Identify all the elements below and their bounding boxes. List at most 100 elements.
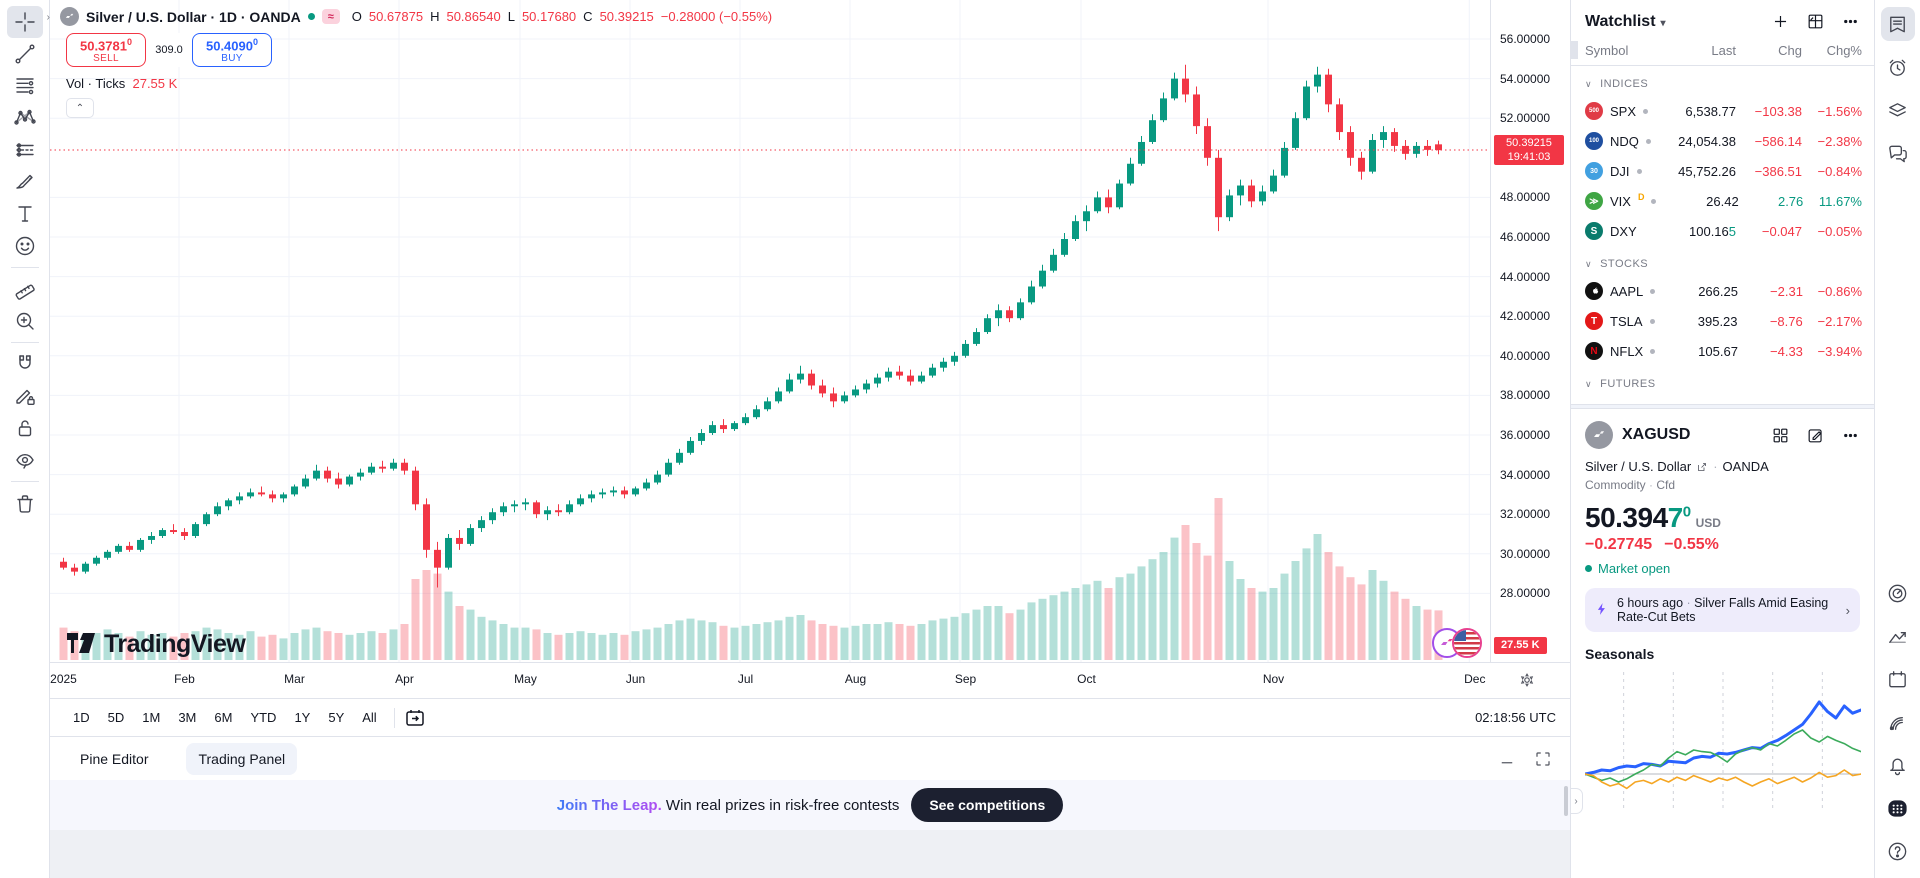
section-stocks[interactable]: ∨ STOCKS [1585, 258, 1649, 270]
flag-marker-icon[interactable] [1636, 168, 1642, 174]
price-axis[interactable]: 50.39215 19:41:03 27.55 K 56.00000 54.000… [1491, 0, 1570, 662]
scrollbar-thumb[interactable] [1564, 786, 1568, 816]
tab-pine-editor[interactable]: Pine Editor [80, 750, 149, 767]
column-header-chg[interactable]: Chg [1778, 43, 1802, 58]
bottom-panel-tabs: Pine Editor Trading Panel [50, 736, 1570, 780]
xabcd-pattern-tool[interactable] [7, 102, 43, 134]
top-movers-icon[interactable] [1881, 619, 1915, 653]
column-header-symbol[interactable]: Symbol [1585, 43, 1629, 58]
timeframe-5d[interactable]: 5D [107, 710, 125, 725]
flag-marker-icon[interactable] [1649, 318, 1655, 324]
fib-retracement-tool[interactable] [7, 70, 43, 102]
news-headline-chip[interactable]: 6 hours ago · Silver Falls Amid Easing R… [1585, 588, 1860, 632]
toolbar-expand-icon[interactable]: › [46, 12, 50, 23]
column-grip[interactable] [1571, 41, 1578, 59]
tab-trading-panel[interactable]: Trading Panel [186, 742, 298, 775]
trend-line-tool[interactable] [7, 38, 43, 70]
zoom-in-tool[interactable] [7, 305, 43, 337]
watchlist-row-nflx[interactable]: N NFLX 105.67 −4.33 −3.94% [1571, 336, 1874, 366]
grid-view-icon[interactable] [1806, 12, 1825, 31]
calendar-icon[interactable] [1881, 662, 1915, 696]
technicals-icon[interactable] [1881, 576, 1915, 610]
maximize-panel-icon[interactable] [1534, 750, 1552, 768]
collapse-widget-button[interactable]: ⌃ [66, 98, 94, 118]
minimize-panel-icon[interactable] [1498, 750, 1516, 768]
seasonals-chart[interactable] [1583, 666, 1863, 816]
banner-lead[interactable]: Join The Leap. [556, 796, 662, 814]
symbol-info-bar[interactable]: Silver / U.S. Dollar · 1D · OANDA ≈ O 50.… [60, 7, 772, 26]
flag-marker-icon[interactable] [1645, 138, 1651, 144]
layout-grid-icon[interactable] [1771, 426, 1790, 445]
notifications-icon[interactable] [1881, 748, 1915, 782]
watchlist-row-dji[interactable]: 30 DJI 45,752.26 −386.51 −0.84% [1571, 156, 1874, 186]
brush-tool[interactable] [7, 166, 43, 198]
drawing-sync-lock-tool[interactable] [7, 380, 43, 412]
symbol-title[interactable]: Silver / U.S. Dollar · 1D · OANDA [86, 8, 301, 25]
time-axis-label: Feb [174, 672, 195, 686]
panel-divider[interactable] [1571, 404, 1874, 409]
symbol-more-icon[interactable] [1841, 426, 1860, 445]
apps-icon[interactable] [1881, 791, 1915, 825]
chgp-value: 11.67% [1818, 193, 1862, 209]
go-to-date-icon[interactable] [403, 706, 427, 730]
timeframe-1m[interactable]: 1M [142, 710, 161, 725]
panel-collapse-handle[interactable]: › [1571, 788, 1583, 814]
timeframe-3m[interactable]: 3M [178, 710, 197, 725]
alerts-icon[interactable] [1881, 50, 1915, 84]
sell-button[interactable]: 50.37810 SELL [66, 33, 146, 68]
timeframe-1y[interactable]: 1Y [294, 710, 311, 725]
chat-icon[interactable] [1881, 136, 1915, 170]
edit-note-icon[interactable] [1806, 426, 1825, 445]
column-header-last[interactable]: Last [1711, 43, 1736, 58]
server-clock[interactable]: 02:18:56 UTC [1475, 710, 1556, 725]
market-status[interactable]: Market open [1585, 561, 1860, 576]
volume-indicator-legend[interactable]: Vol · Ticks 27.55 K [66, 76, 178, 91]
flag-marker-icon[interactable] [1643, 108, 1649, 114]
time-axis-label: Mar [284, 672, 305, 686]
chart-pane[interactable]: 50.39215 19:41:03 27.55 K 56.00000 54.000… [50, 0, 1570, 662]
ruler-tool[interactable] [7, 273, 43, 305]
symbol-full-name[interactable]: Silver / U.S. Dollar [1585, 459, 1692, 474]
watchlist-icon[interactable] [1880, 7, 1915, 41]
symbol-ticker[interactable]: XAGUSD [1622, 426, 1691, 443]
add-symbol-icon[interactable] [1771, 12, 1790, 31]
timeframe-all[interactable]: All [362, 710, 377, 725]
watchlist-row-ndq[interactable]: 100 NDQ 24,054.38 −586.14 −2.38% [1571, 126, 1874, 156]
watchlist-row-vix[interactable]: ≫ VIX D 26.42 2.76 11.67% [1571, 186, 1874, 216]
candlestick-chart[interactable] [50, 0, 1490, 662]
section-futures[interactable]: ∨ FUTURES [1585, 378, 1656, 390]
hide-all-drawings-tool[interactable] [7, 444, 43, 476]
flag-marker-icon[interactable] [1650, 348, 1656, 354]
object-tree-icon[interactable] [1881, 93, 1915, 127]
seasonals-title[interactable]: Seasonals [1585, 646, 1655, 662]
see-competitions-button[interactable]: See competitions [911, 788, 1064, 822]
column-header-chgp[interactable]: Chg% [1826, 43, 1862, 58]
watchlist-row-tsla[interactable]: T TSLA 395.23 −8.76 −2.17% [1571, 306, 1874, 336]
emoji-tool[interactable] [7, 230, 43, 262]
streams-icon[interactable] [1881, 705, 1915, 739]
magnet-tool[interactable] [7, 348, 43, 380]
timeframe-ytd[interactable]: YTD [250, 710, 277, 725]
time-axis[interactable]: 2025 Feb Mar Apr May Jun Jul Aug Sep Oct Nov Dec [50, 662, 1570, 698]
watchlist-row-dxy[interactable]: S DXY 100.165 −0.047 −0.05% [1571, 216, 1874, 246]
help-icon[interactable] [1881, 834, 1915, 868]
flag-marker-icon[interactable] [1650, 288, 1656, 294]
crosshair-tool[interactable] [6, 6, 43, 38]
long-position-tool[interactable] [7, 134, 43, 166]
text-tool[interactable] [7, 198, 43, 230]
timeframe-1d[interactable]: 1D [73, 710, 90, 725]
watchlist-row-aapl[interactable]: AAPL 266.25 −2.31 −0.86% [1571, 276, 1874, 306]
external-link-icon[interactable] [1696, 461, 1708, 473]
timeframe-6m[interactable]: 6M [214, 710, 233, 725]
buy-button[interactable]: 50.40900 BUY [192, 33, 272, 68]
axis-settings-gear-icon[interactable] [1518, 671, 1536, 689]
lock-all-drawings-tool[interactable] [7, 412, 43, 444]
timeframe-5y[interactable]: 5Y [328, 710, 345, 725]
section-indices[interactable]: ∨ INDICES [1585, 78, 1649, 90]
flag-marker-icon[interactable] [1651, 198, 1657, 204]
watchlist-title-menu[interactable]: Watchlist ▾ [1585, 12, 1666, 30]
watchlist-more-icon[interactable] [1841, 12, 1860, 31]
remove-all-drawings-tool[interactable] [7, 487, 43, 519]
price-axis-label: 36.00000 [1500, 428, 1551, 442]
watchlist-row-spx[interactable]: 500 SPX 6,538.77 −103.38 −1.56% [1571, 96, 1874, 126]
